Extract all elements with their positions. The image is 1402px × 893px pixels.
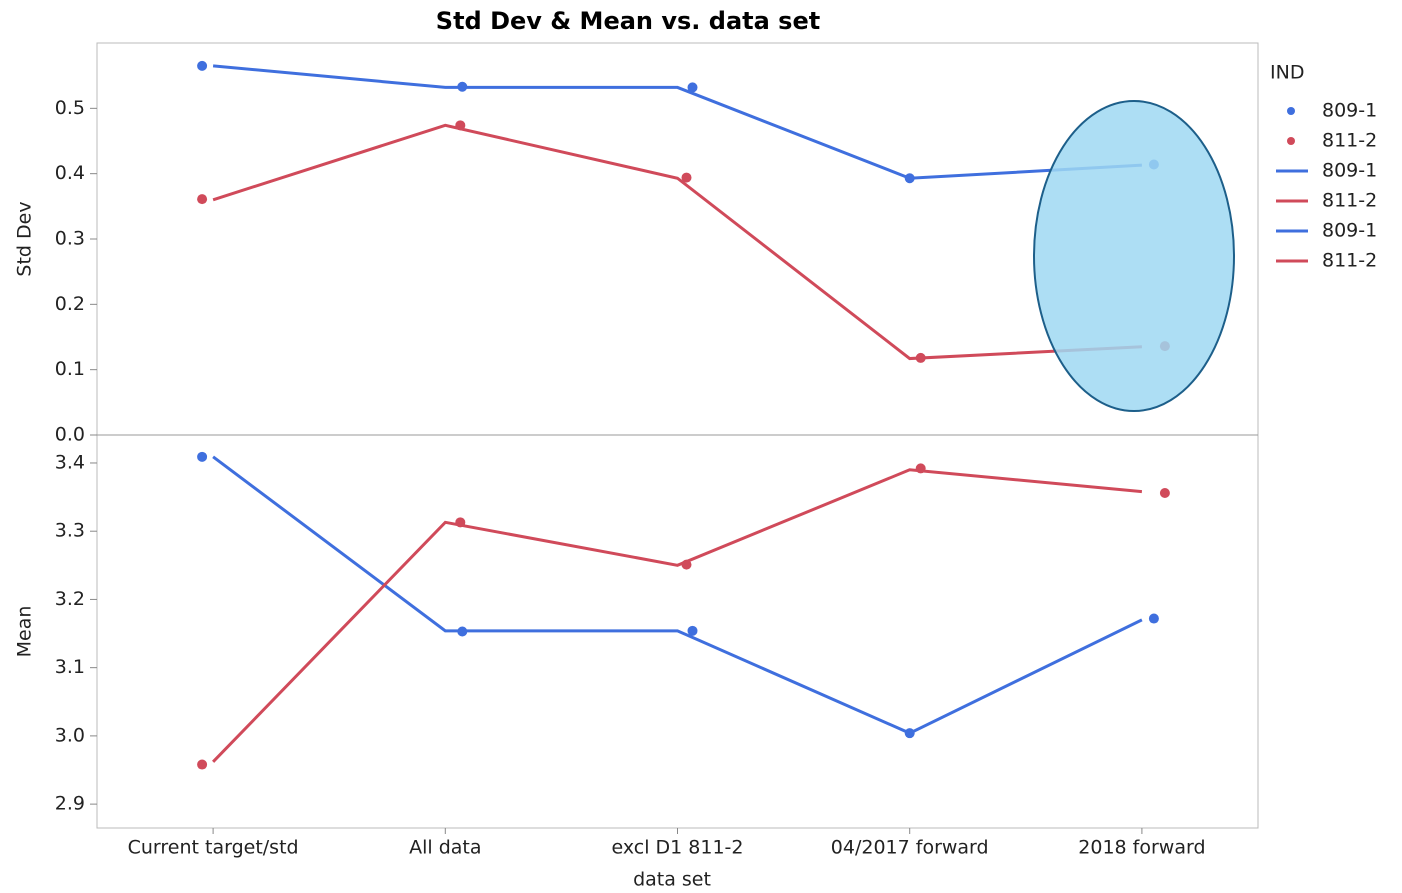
x-tick-label: Current target/std xyxy=(128,837,299,859)
y-tick-label: 0.0 xyxy=(55,424,85,446)
data-point xyxy=(1148,613,1159,624)
data-point xyxy=(455,120,466,131)
data-point xyxy=(457,81,468,92)
y-tick-label: 0.4 xyxy=(55,162,85,184)
x-tick-label: All data xyxy=(409,837,481,859)
series-line xyxy=(212,455,1143,735)
y-tick-label: 2.9 xyxy=(55,793,85,815)
y-tick-label: 3.2 xyxy=(55,588,85,610)
y-tick-label: 0.5 xyxy=(55,97,85,119)
legend-label: 809-1 xyxy=(1322,100,1377,122)
series-line xyxy=(212,468,1143,763)
x-tick-label: 2018 forward xyxy=(1078,837,1205,859)
series-line xyxy=(212,123,1142,361)
data-point xyxy=(681,172,692,183)
legend-label: 811-2 xyxy=(1322,250,1377,272)
series-line xyxy=(212,64,1142,180)
y-axis-label: Mean xyxy=(14,606,36,658)
data-point xyxy=(904,173,915,184)
legend-label: 811-2 xyxy=(1322,130,1377,152)
data-point xyxy=(681,559,692,570)
highlight-ellipse xyxy=(1033,100,1235,412)
data-point xyxy=(457,626,468,637)
data-point xyxy=(915,463,926,474)
x-tick-label: excl D1 811-2 xyxy=(612,837,744,859)
y-tick-label: 0.3 xyxy=(55,228,85,250)
legend-marker xyxy=(1287,107,1295,115)
data-point xyxy=(197,451,208,462)
data-point xyxy=(915,352,926,363)
legend-marker xyxy=(1287,137,1295,145)
y-tick-label: 0.2 xyxy=(55,293,85,315)
legend-label: 809-1 xyxy=(1322,160,1377,182)
y-tick-label: 3.3 xyxy=(55,520,85,542)
y-tick-label: 3.0 xyxy=(55,724,85,746)
y-tick-label: 0.1 xyxy=(55,358,85,380)
x-tick-label: 04/2017 forward xyxy=(831,837,989,859)
data-point xyxy=(197,194,208,205)
chart-title: Std Dev & Mean vs. data set xyxy=(436,7,820,35)
legend-label: 811-2 xyxy=(1322,190,1377,212)
data-point xyxy=(455,517,466,528)
data-point xyxy=(687,625,698,636)
legend-title: IND xyxy=(1270,62,1304,84)
data-point xyxy=(687,82,698,93)
x-axis-label: data set xyxy=(633,869,711,891)
marks xyxy=(197,60,1170,770)
y-tick-label: 3.1 xyxy=(55,656,85,678)
data-point xyxy=(197,60,208,71)
data-point xyxy=(1159,487,1170,498)
y-axis-label: Std Dev xyxy=(14,201,36,276)
data-point xyxy=(197,759,208,770)
data-point xyxy=(904,728,915,739)
y-tick-label: 3.4 xyxy=(55,451,85,473)
legend-label: 809-1 xyxy=(1322,220,1377,242)
